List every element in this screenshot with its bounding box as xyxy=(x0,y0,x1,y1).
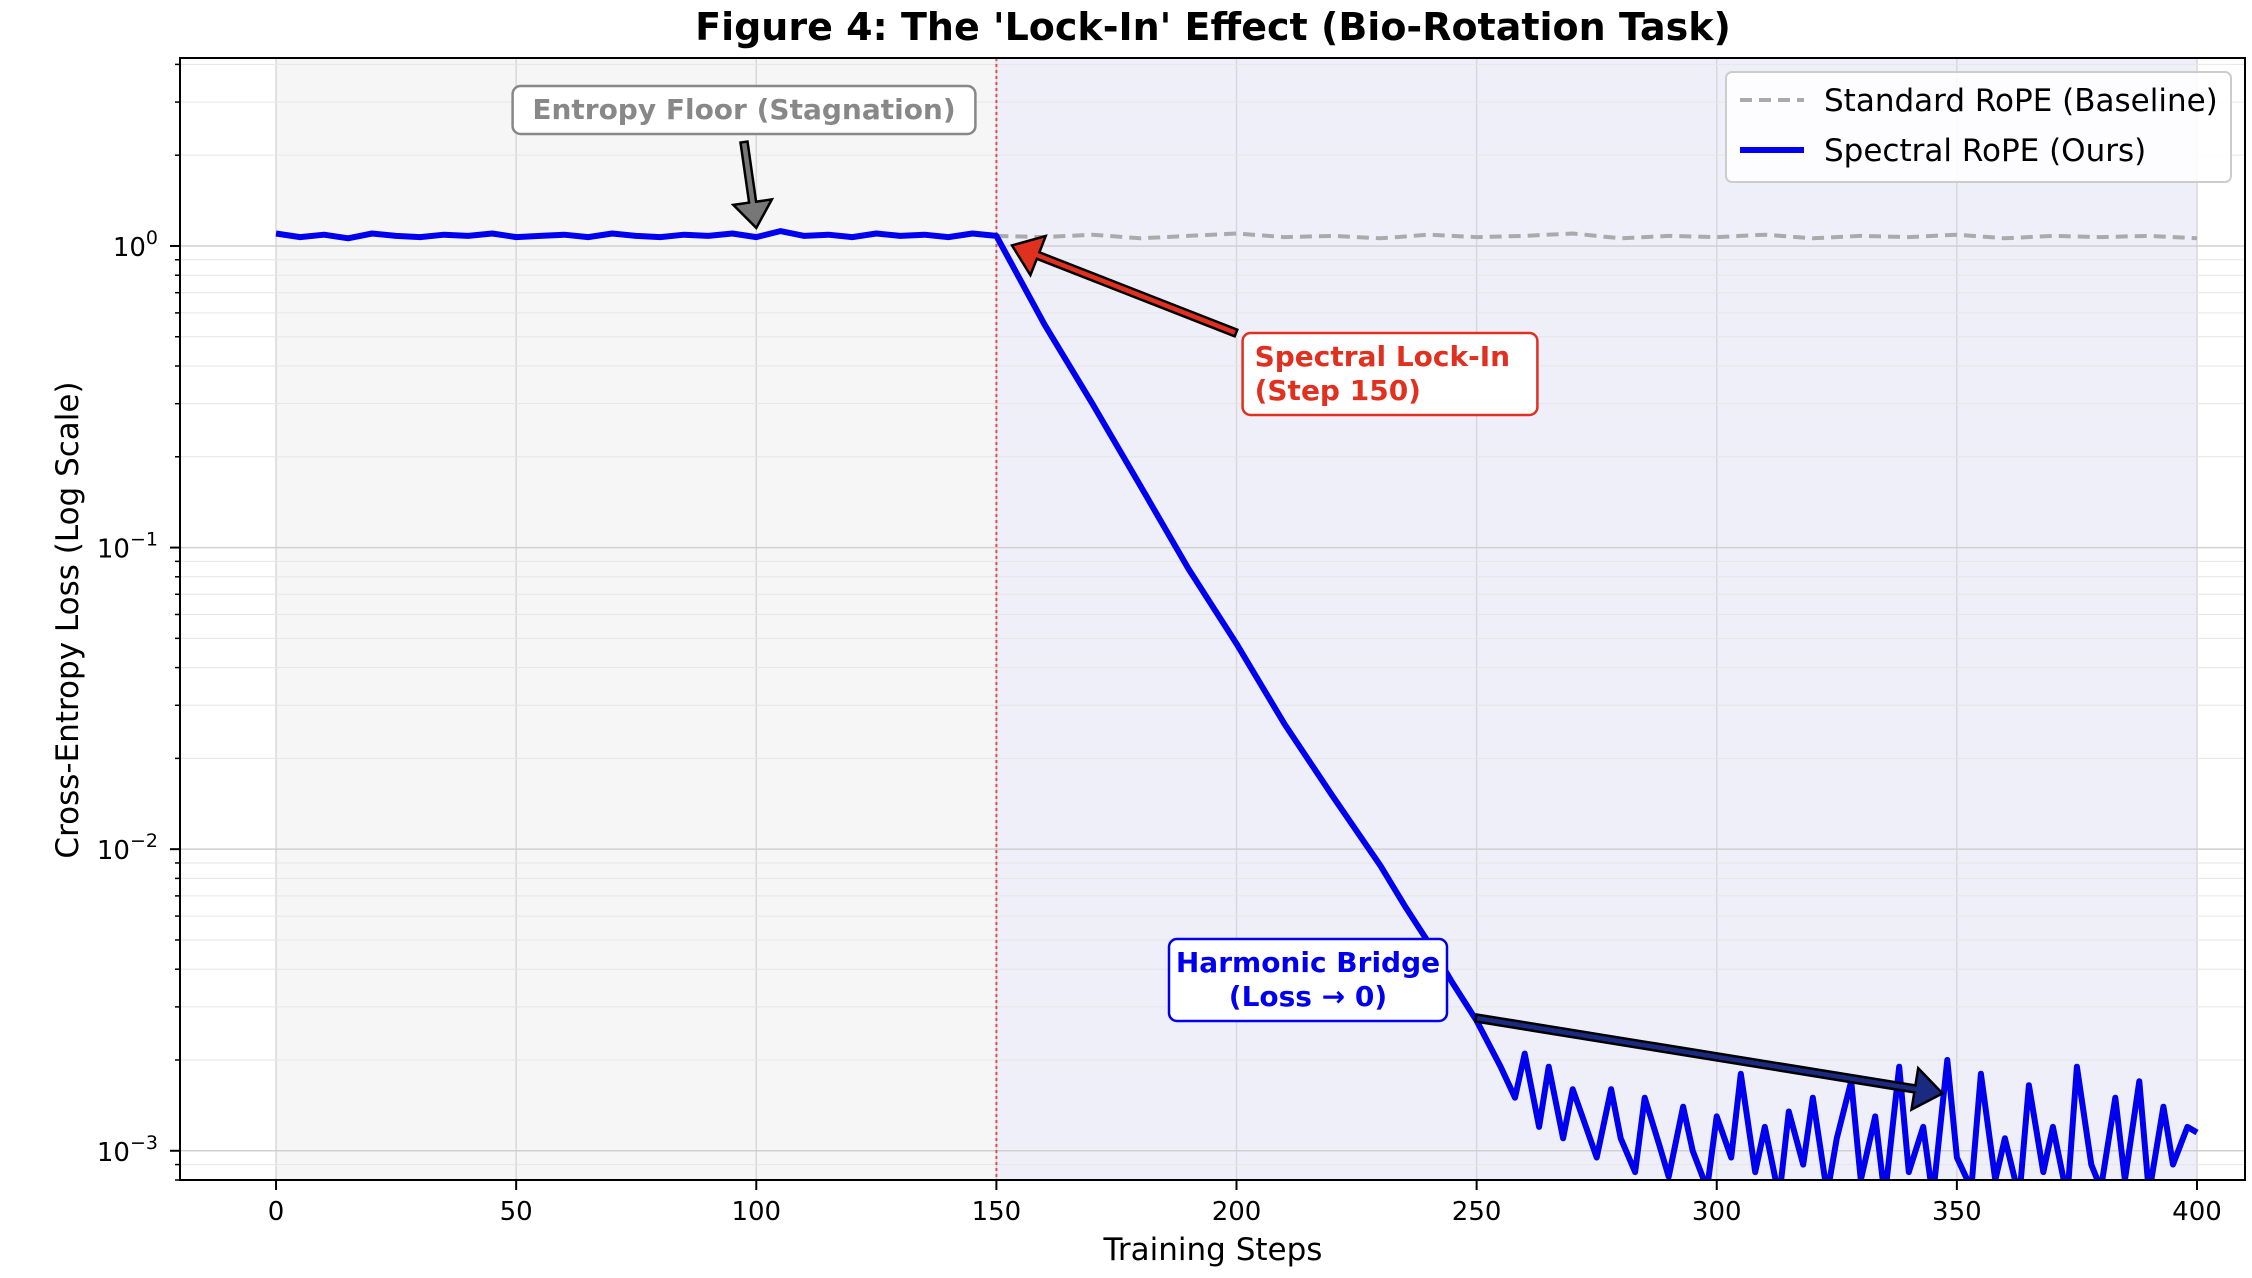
x-tick-label: 100 xyxy=(731,1197,781,1227)
harmonic-bridge-text: Harmonic Bridge xyxy=(1176,946,1440,979)
y-tick-label: 10−2 xyxy=(97,830,158,866)
y-tick-label: 10−3 xyxy=(97,1132,158,1168)
x-tick-label: 200 xyxy=(1212,1197,1262,1227)
entropy-floor-arrow xyxy=(730,140,775,230)
x-tick-label: 250 xyxy=(1452,1197,1502,1227)
harmonic-bridge-box xyxy=(1167,937,1449,1023)
x-tick-label: 300 xyxy=(1692,1197,1742,1227)
spectral-lock-in-text: (Step 150) xyxy=(1255,374,1421,407)
y-tick-label: 100 xyxy=(113,227,158,263)
x-tick-label: 50 xyxy=(500,1197,533,1227)
spectral-lock-in-arrow xyxy=(1010,234,1239,338)
x-tick-label: 0 xyxy=(268,1197,285,1227)
series-line-spectral xyxy=(275,228,2199,1180)
series-layer xyxy=(275,228,2199,1180)
series-line-baseline xyxy=(996,231,2198,241)
plot-frame xyxy=(179,57,2246,1181)
harmonic-bridge-text: (Loss → 0) xyxy=(1229,980,1387,1013)
plot-background xyxy=(276,58,2197,1180)
x-axis-label: Training Steps xyxy=(1103,1232,1323,1268)
spectral-lock-in-text: Spectral Lock-In xyxy=(1255,340,1511,373)
legend-label: Standard RoPE (Baseline) xyxy=(1824,83,2218,119)
harmonic-bridge-arrow xyxy=(1473,1013,1945,1112)
annotations: Entropy Floor (Stagnation) Spectral Lock-… xyxy=(511,84,1945,1112)
x-tick-label: 400 xyxy=(2172,1197,2222,1227)
region-stagnation xyxy=(276,58,997,1180)
y-tick-label: 10−1 xyxy=(97,529,158,565)
x-tick-label: 350 xyxy=(1932,1197,1982,1227)
legend-label: Spectral RoPE (Ours) xyxy=(1824,133,2146,169)
chart-title: Figure 4: The 'Lock-In' Effect (Bio-Rota… xyxy=(695,5,1731,49)
tick-labels: 0 50 100 150 200 250 300 350 400 100 10−1 10−2 10−3 xyxy=(97,63,2222,1227)
x-tick-label: 150 xyxy=(972,1197,1022,1227)
legend: Standard RoPE (Baseline) Spectral RoPE (O… xyxy=(1725,71,2232,183)
spectral-lock-in-box xyxy=(1241,331,1539,417)
axes xyxy=(179,57,2246,1181)
entropy-floor-text: Entropy Floor (Stagnation) xyxy=(532,93,955,126)
entropy-floor-box xyxy=(511,84,977,136)
legend-box xyxy=(1725,71,2232,183)
y-axis-label: Cross-Entropy Loss (Log Scale) xyxy=(50,381,86,858)
